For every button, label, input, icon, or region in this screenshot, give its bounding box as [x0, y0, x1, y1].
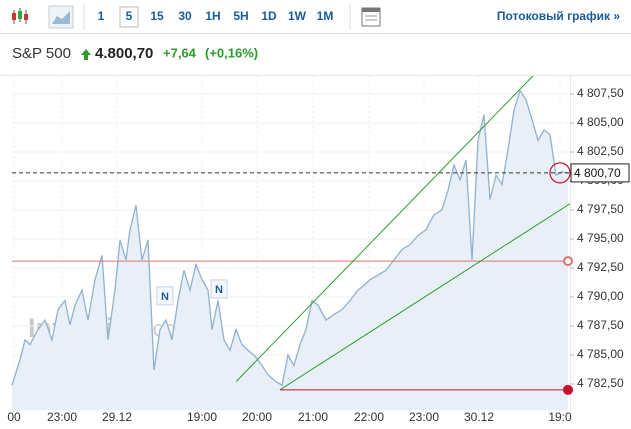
current-price-label: 4 800,70	[574, 166, 621, 180]
current-price-box	[570, 163, 630, 183]
trend-line	[279, 203, 570, 391]
line-handle	[563, 384, 573, 395]
y-tick-label: 4 807,50	[577, 86, 624, 100]
up-arrow	[81, 49, 91, 60]
timeframe-button[interactable]: 30	[178, 9, 192, 23]
current-marker	[549, 162, 571, 184]
x-tick-label: 29.12	[102, 410, 132, 424]
price-line	[11, 89, 569, 387]
news-label: N	[215, 284, 223, 296]
trend-line	[235, 76, 534, 383]
news-label: N	[161, 291, 169, 303]
y-tick-label: 4 782,50	[577, 376, 624, 390]
timeframe-button[interactable]: 1D	[261, 9, 277, 23]
y-tick-label: 4 802,50	[577, 144, 624, 158]
x-tick-label: 30.12	[464, 410, 494, 424]
area-icon[interactable]	[48, 5, 74, 29]
y-tick-label: 4 805,00	[577, 115, 624, 129]
timeframe-button[interactable]: 1H	[205, 9, 220, 23]
active-frame	[119, 6, 139, 28]
y-tick-label: 4 795,00	[577, 231, 624, 245]
x-tick-label: 23:00	[47, 410, 77, 424]
y-tick-label: 4 790,00	[577, 289, 624, 303]
instrument-name: S&P 500	[12, 45, 71, 62]
news-marker[interactable]	[156, 286, 174, 306]
y-tick-label: 4 797,50	[577, 202, 624, 216]
trend-lines	[235, 76, 570, 391]
table-icon[interactable]	[361, 7, 381, 27]
y-tick-label: 4 787,50	[577, 318, 624, 332]
x-tick-label: 19:00	[187, 410, 217, 424]
change: +7,64	[163, 45, 197, 60]
timeframe-button[interactable]: 1	[98, 9, 105, 23]
y-tick-label: 4 792,50	[577, 260, 624, 274]
x-tick-label: 21:00	[298, 410, 328, 424]
timeframe-button[interactable]: 5H	[233, 9, 248, 23]
candles-icon[interactable]	[12, 8, 28, 24]
timeframe-button[interactable]: 1M	[317, 9, 334, 23]
news-marker[interactable]	[210, 279, 228, 299]
timeframe-button[interactable]: 1W	[288, 9, 307, 23]
y-tick-label: 4 785,00	[577, 347, 624, 361]
x-tick-label: 19:0	[548, 410, 572, 424]
area-fill	[12, 90, 568, 410]
x-tick-label: 20:00	[242, 410, 272, 424]
x-tick-label: 22:00	[354, 410, 384, 424]
change-percent: (+0,16%)	[205, 45, 258, 60]
x-tick-label: 23:00	[409, 410, 439, 424]
timeframe-button[interactable]: 5	[126, 9, 133, 23]
price: 4.800,70	[95, 45, 153, 62]
stream-link[interactable]: Потоковый график »	[497, 9, 620, 23]
x-tick-label: 00	[7, 410, 21, 424]
timeframe-button[interactable]: 15	[150, 9, 164, 23]
line-handle	[563, 256, 573, 267]
